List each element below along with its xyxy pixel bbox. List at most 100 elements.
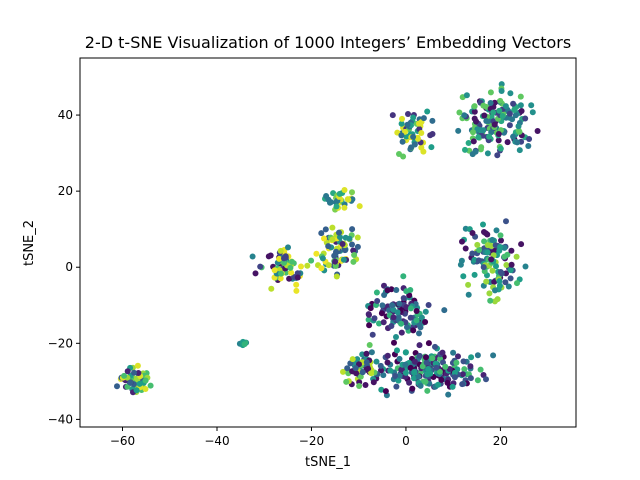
scatter-point: [516, 128, 523, 135]
scatter-point: [313, 250, 320, 257]
scatter-point: [369, 331, 376, 338]
scatter-point: [422, 319, 429, 325]
scatter-point: [378, 310, 385, 317]
scatter-point: [507, 275, 514, 282]
scatter-point: [277, 247, 284, 254]
scatter-point: [459, 238, 465, 245]
scatter-point: [400, 273, 407, 280]
scatter-point: [398, 329, 405, 336]
scatter-point: [353, 370, 360, 377]
scatter-point: [441, 307, 448, 314]
x-tick-label: −20: [299, 434, 324, 448]
scatter-point: [359, 369, 366, 376]
scatter-point: [495, 131, 502, 137]
scatter-point: [420, 115, 427, 122]
scatter-point: [277, 275, 284, 282]
scatter-point: [419, 363, 426, 370]
scatter-point: [476, 247, 483, 253]
scatter-point: [396, 300, 403, 307]
plot-frame: [79, 57, 577, 428]
scatter-point: [124, 368, 131, 375]
scatter-point: [484, 150, 491, 157]
scatter-point: [525, 143, 532, 149]
scatter-point: [276, 255, 283, 262]
scatter-point: [506, 110, 513, 117]
scatter-point: [416, 330, 422, 337]
scatter-point: [398, 132, 405, 139]
scatter-point: [325, 243, 332, 250]
scatter-point: [378, 367, 384, 374]
scatter-point: [332, 258, 339, 265]
x-axis-label: tSNE_1: [305, 455, 351, 470]
scatter-point: [451, 369, 458, 376]
scatter-point: [288, 269, 295, 276]
scatter-point: [497, 244, 504, 250]
scatter-point: [325, 196, 332, 203]
scatter-point: [491, 278, 498, 285]
scatter-point: [131, 369, 137, 376]
scatter-point: [319, 255, 326, 262]
scatter-point: [252, 270, 259, 277]
scatter-point: [407, 314, 414, 321]
scatter-point: [487, 297, 494, 304]
scatter-point: [398, 320, 405, 327]
scatter-point: [406, 379, 413, 386]
scatter-point: [470, 138, 477, 145]
scatter-point: [392, 373, 399, 379]
scatter-point: [435, 381, 442, 388]
scatter-point: [394, 347, 400, 354]
scatter-point: [298, 263, 304, 270]
scatter-points: [114, 81, 541, 399]
scatter-point: [403, 133, 410, 140]
scatter-point: [374, 298, 381, 304]
scatter-point: [332, 263, 339, 269]
scatter-point: [399, 115, 405, 122]
scatter-point: [418, 144, 425, 151]
scatter-point: [363, 359, 370, 366]
scatter-point: [423, 354, 429, 361]
scatter-point: [293, 281, 300, 288]
scatter-point: [471, 256, 478, 263]
y-axis-ticks: −40 −20 0 20 40: [48, 108, 80, 426]
scatter-point: [516, 147, 523, 154]
scatter-point: [502, 103, 509, 110]
scatter-point: [329, 236, 336, 243]
x-tick-label: 20: [493, 434, 508, 448]
scatter-point: [362, 382, 369, 388]
scatter-point: [340, 256, 347, 263]
scatter-point: [370, 379, 377, 386]
scatter-point: [410, 133, 417, 140]
scatter-point: [508, 261, 515, 268]
scatter-point: [469, 230, 476, 236]
scatter-point: [462, 245, 469, 252]
scatter-point: [380, 372, 387, 379]
chart-title: 2-D t-SNE Visualization of 1000 Integers…: [85, 33, 571, 52]
scatter-point: [460, 273, 467, 280]
scatter-point: [501, 253, 508, 260]
scatter-point: [424, 108, 431, 115]
scatter-point: [451, 374, 458, 381]
scatter-point: [410, 114, 417, 121]
scatter-point: [114, 383, 120, 390]
scatter-point: [487, 100, 494, 106]
scatter-point: [368, 370, 375, 377]
scatter-point: [425, 366, 432, 372]
scatter-point: [514, 280, 520, 287]
scatter-point: [349, 189, 355, 196]
scatter-point: [472, 148, 479, 155]
scatter-point: [333, 273, 340, 280]
scatter-point: [497, 97, 504, 104]
scatter-point: [366, 342, 373, 348]
scatter-point: [481, 112, 488, 119]
scatter-point: [391, 339, 397, 346]
scatter-point: [497, 232, 504, 239]
scatter-point: [407, 364, 414, 371]
scatter-point: [285, 244, 291, 251]
scatter-point: [494, 152, 501, 159]
scatter-point: [257, 263, 264, 270]
scatter-point: [422, 308, 429, 315]
scatter-point: [142, 377, 149, 384]
scatter-point: [349, 356, 356, 363]
scatter-point: [455, 353, 461, 360]
scatter-point: [363, 350, 370, 357]
